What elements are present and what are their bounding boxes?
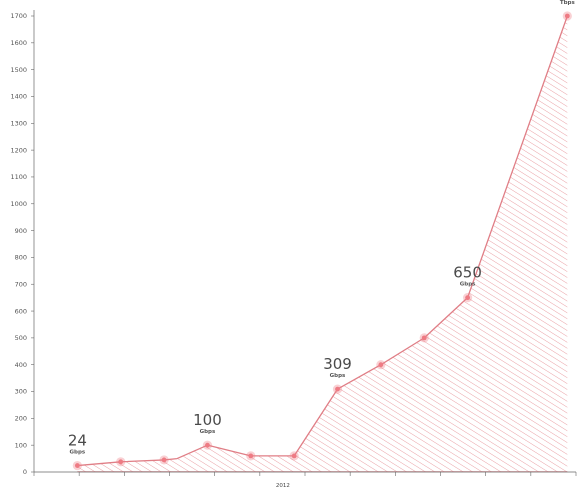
y-tick-label: 0 [23, 468, 27, 476]
y-tick-label: 1300 [10, 119, 27, 127]
data-label-unit: Gbps [70, 450, 86, 456]
y-tick-label: 1400 [10, 93, 27, 101]
data-point [420, 333, 429, 342]
data-label-value: 24 [68, 432, 87, 450]
y-tick-label: 400 [15, 361, 27, 369]
data-label-value: 650 [453, 264, 482, 282]
data-point [116, 457, 125, 466]
data-point [246, 451, 255, 460]
area-layer [77, 16, 567, 472]
data-label-value: 100 [193, 411, 222, 429]
data-point [333, 385, 342, 394]
data-label-unit: Tbps [560, 0, 576, 6]
y-tick-label: 1100 [10, 173, 27, 181]
y-tick-label: 800 [15, 254, 27, 262]
y-tick-label: 200 [15, 415, 27, 423]
data-label-value: 309 [323, 355, 352, 373]
data-point [203, 441, 212, 450]
data-annotation: 1.7Tbps [555, 0, 579, 6]
y-tick-label: 600 [15, 307, 27, 315]
y-tick-label: 700 [15, 280, 27, 288]
data-point [290, 451, 299, 460]
x-tick-label: 2012 [276, 483, 290, 489]
area-fill [77, 16, 567, 472]
y-tick-label: 900 [15, 227, 27, 235]
data-point [159, 455, 168, 464]
data-label-unit: Gbps [330, 373, 346, 379]
y-tick-label: 1000 [10, 200, 27, 208]
y-tick-label: 500 [15, 334, 27, 342]
y-tick-label: 300 [15, 388, 27, 396]
y-tick-label: 1600 [10, 39, 27, 47]
y-tick-label: 100 [15, 441, 27, 449]
data-point [73, 461, 82, 470]
data-point [563, 11, 572, 20]
data-label-unit: Gbps [200, 429, 216, 435]
data-point [463, 293, 472, 302]
y-tick-label: 1200 [10, 146, 27, 154]
data-label-unit: Gbps [460, 282, 476, 288]
data-point [376, 360, 385, 369]
y-tick-label: 1700 [10, 12, 27, 20]
y-tick-label: 1500 [10, 66, 27, 74]
